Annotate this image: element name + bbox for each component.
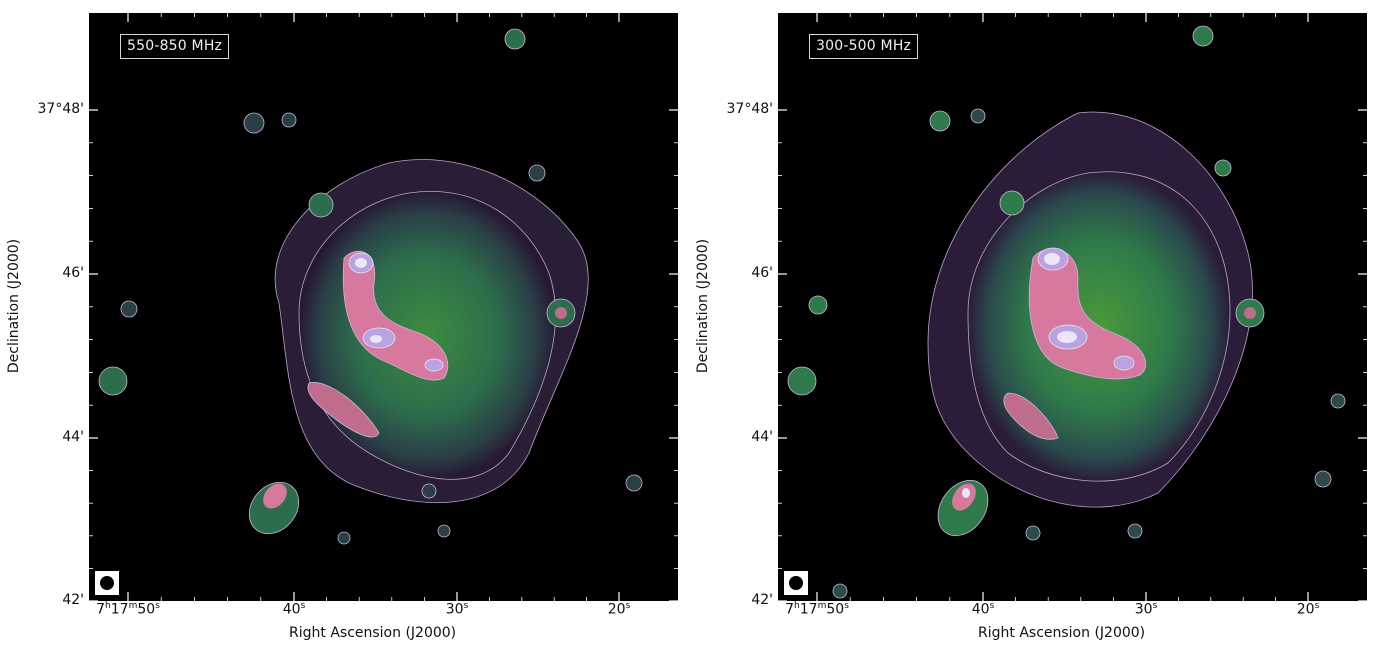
y-tick-label: 44' <box>751 429 773 445</box>
y-axis-title: Declination (J2000) <box>6 238 23 374</box>
beam-ellipse <box>789 576 803 590</box>
radio-emission-map <box>89 13 678 601</box>
x-tick-label: 7h17m50s <box>785 601 849 618</box>
radio-image-300-500: 300-500 MHz <box>778 13 1367 601</box>
y-tick-label: 42' <box>751 592 773 608</box>
beam-ellipse <box>100 576 114 590</box>
frequency-band-label: 550-850 MHz <box>120 34 230 59</box>
y-tick-label: 42' <box>62 592 84 608</box>
radio-emission-map <box>778 13 1367 601</box>
x-tick-label: 20s <box>607 601 631 618</box>
x-tick-label: 30s <box>1134 601 1158 618</box>
y-tick-label: 46' <box>62 265 84 281</box>
x-axis-title: Right Ascension (J2000) <box>289 625 457 641</box>
x-axis-title: Right Ascension (J2000) <box>978 625 1146 641</box>
x-tick-label: 40s <box>971 601 995 618</box>
y-tick-label: 37°48' <box>726 101 773 117</box>
x-tick-label: 30s <box>445 601 469 618</box>
x-tick-label: 40s <box>282 601 306 618</box>
x-tick-label: 20s <box>1296 601 1320 618</box>
x-tick-label: 7h17m50s <box>96 601 160 618</box>
beam-size-marker <box>784 571 808 595</box>
frequency-band-label: 300-500 MHz <box>809 34 919 59</box>
y-tick-label: 44' <box>62 429 84 445</box>
radio-image-550-850: 550-850 MHz <box>89 13 678 601</box>
y-axis-title: Declination (J2000) <box>695 238 712 374</box>
y-tick-label: 46' <box>751 265 773 281</box>
beam-size-marker <box>95 571 119 595</box>
y-tick-label: 37°48' <box>37 101 84 117</box>
